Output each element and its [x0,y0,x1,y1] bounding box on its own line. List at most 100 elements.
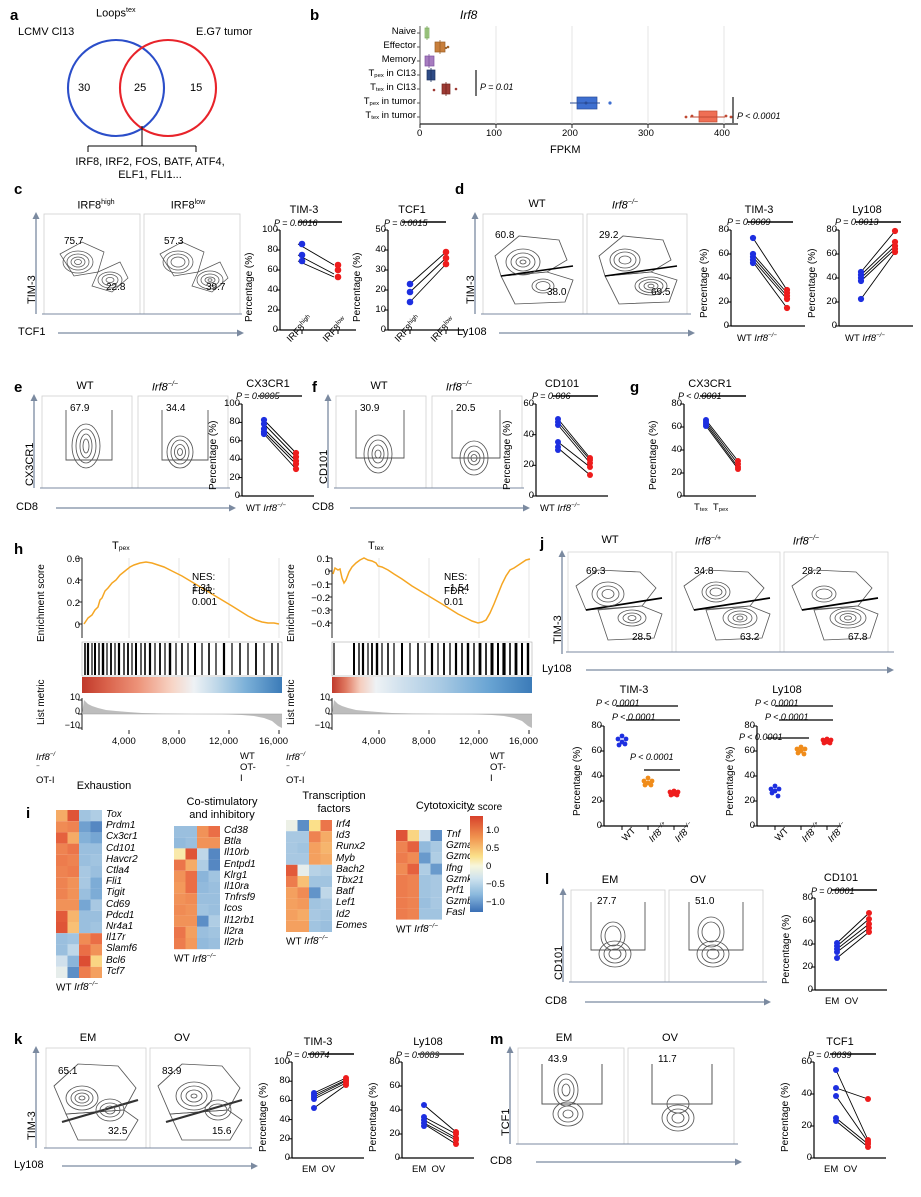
venn-gene-list-line2: ELF1, FLI1... [118,169,182,181]
j-dot2-p-low: P < 0.0001 [739,732,783,742]
heatmap-gene-label: Pdcd1 [106,909,135,921]
e-xaxis-arrow [56,504,236,512]
m-dot-ylabel: Percentage (%) [780,1082,791,1152]
l-flow-plots [569,889,767,983]
h2-ytick-3: −0.2 [311,593,330,604]
f-xaxis-arrow [350,504,530,512]
heatmap-cell [407,863,419,875]
venn-title-sup: tex [125,6,136,14]
h1-fdr: FDR: 0.001 [192,586,218,608]
panel-b-letter: b [310,7,320,24]
panel-h: h Tpex Enrichment score List metric 0.6 … [14,540,538,786]
heatmap-gene-label: Ifng [446,862,463,874]
h2-ytick-2: −0.1 [311,580,330,591]
d-dot2-ylabel: Percentage (%) [807,248,818,318]
c-dot2-ytick-20: 20 [375,284,386,295]
heatmap-cell [90,854,102,866]
heatmap-cell [396,886,408,898]
heatmap-cell [90,843,102,855]
heatmap-column-labels: WT Irf8−/− [286,935,329,948]
j-dot2-ytick-60: 60 [744,745,755,756]
l-xaxis-label: CD8 [545,995,568,1007]
heatmap-gene-label: Il12rb1 [224,914,255,926]
c-flow-left-sup: high [101,198,115,206]
heatmap-cell [90,877,102,889]
j-xaxis-arrow [586,666,894,674]
f-flow-left-title: WT [370,380,388,392]
heatmap-gene-label: Gzmk [446,873,473,885]
e-flow-plots [40,395,230,489]
m-flow-left-title: EM [555,1032,573,1044]
d-dot1-xcats: WT Irf8−/− [737,332,777,345]
j-flow-title-2: Irf8−/− [792,534,820,548]
heatmap-cell [90,955,102,967]
heatmap-gene-label: Cd69 [106,898,130,910]
heatmap-cell [297,920,309,932]
heatmap-cell [430,897,442,909]
m-dot-xcats: EM OV [824,1164,858,1175]
heatmap-cell [79,933,91,945]
f-dot-ytick-40: 40 [523,429,534,440]
heatmap-cell [56,944,68,956]
heatmap-cell [174,915,186,927]
heatmap-cell [174,826,186,838]
heatmap-cell [419,852,431,864]
l-dot-title: CD101 [823,872,859,884]
heatmap-cell [67,955,79,967]
f-dot-svg [532,395,608,497]
heatmap-cell [90,966,102,978]
heatmap-cell [320,864,332,876]
j-flow-title-1: Irf8−/+ [694,534,722,548]
heatmap-cell [174,938,186,950]
heatmap-cell [67,944,79,956]
l-dot-ytick-80: 80 [802,892,813,903]
g-dot-ytick-20: 20 [671,467,682,478]
heatmap-cell [90,899,102,911]
d-xaxis-label: Ly108 [457,326,487,338]
j-dot1-svg [600,705,688,830]
d-flow-left-title: WT [528,198,546,210]
heatmap-cell [430,908,442,920]
j-dot1-ytick-40: 40 [591,770,602,781]
heatmap-cell [297,909,309,921]
heatmap-title: Transcription [302,790,366,802]
d-dot1-ytick-20: 20 [718,296,729,307]
e-flow-right-title: Irf8−/− [151,380,179,394]
f-dot-p: P = 0.006 [532,391,571,401]
heatmap-cell [297,876,309,888]
heatmap-title: Exhaustion [76,780,132,792]
heatmap-cell [320,909,332,921]
heatmap-cell [79,810,91,822]
g-dot-ytick-80: 80 [671,398,682,409]
m-gate-right: 11.7 [658,1054,677,1065]
heatmap-cell [309,876,321,888]
j-yaxis-arrow [558,550,566,654]
heatmap-cell [79,854,91,866]
j-dot2-title: Ly108 [772,684,802,696]
l-yaxis-arrow [559,888,567,982]
g-dot-ytick-0: 0 [676,490,682,501]
heatmap-cell [208,926,220,938]
heatmap-cell [185,882,197,894]
heatmap-cell [297,842,309,854]
d-dot1-ytick-60: 60 [718,248,729,259]
h2-ylabel2: List metric [286,679,297,725]
k-dot2-svg [398,1053,474,1159]
panel-a-letter: a [10,7,19,24]
c-flow-left-title-text: IRF8 [77,199,102,212]
heatmap-cell [286,853,298,865]
c-dot1-ytick-60: 60 [267,264,278,275]
f-dot-title: CD101 [544,378,580,390]
l-dot-svg [811,889,887,991]
heatmap-cell [90,866,102,878]
k-gate-right-top: 83.9 [162,1066,182,1077]
heatmap-cell [396,908,408,920]
m-dot-ytick-20: 20 [801,1120,812,1131]
f-yaxis-arrow [324,394,332,488]
l-flow-left-title: EM [601,874,619,886]
l-gate-left: 27.7 [597,896,617,907]
h2-fdr: FDR: 0.01 [444,586,468,608]
m-flow-plots [516,1047,738,1145]
heatmap-cell [208,837,220,849]
panel-h-letter: h [14,541,24,558]
